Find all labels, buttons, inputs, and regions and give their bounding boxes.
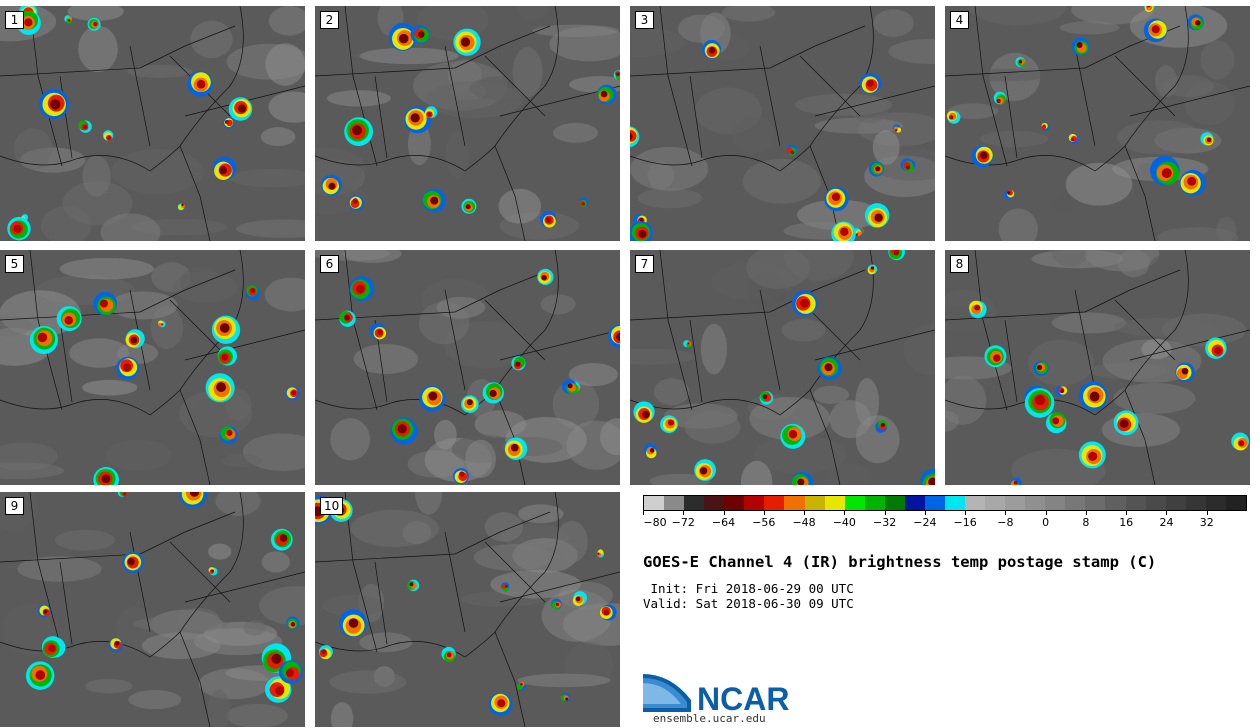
colorbar-tick-label: 8 bbox=[1082, 516, 1090, 529]
colorbar-tick-label: −64 bbox=[711, 516, 736, 529]
colorbar-tick-label: 32 bbox=[1199, 516, 1214, 529]
colorbar-swatch bbox=[904, 496, 925, 510]
colorbar-tick bbox=[1085, 511, 1087, 515]
colorbar-tick-label: −40 bbox=[832, 516, 856, 529]
panel-label: 2 bbox=[320, 11, 339, 29]
stamp-panel-7: 7 bbox=[630, 250, 935, 485]
panel-label: 3 bbox=[635, 11, 654, 29]
colorbar-swatch bbox=[664, 496, 685, 510]
stamp-panel-2: 2 bbox=[315, 6, 620, 241]
ir-satellite-map bbox=[0, 492, 305, 727]
colorbar-swatch bbox=[744, 496, 765, 510]
init-time: Init: Fri 2018-06-29 00 UTC bbox=[643, 581, 854, 596]
logo-url: ensemble.ucar.edu bbox=[653, 712, 766, 725]
stamp-panel-3: 3 bbox=[630, 6, 935, 241]
colorbar-swatch bbox=[1225, 496, 1246, 510]
panel-label: 1 bbox=[5, 11, 24, 29]
colorbar-swatch bbox=[1145, 496, 1166, 510]
colorbar-tick bbox=[884, 511, 886, 515]
stamp-panel-10: 10 bbox=[315, 492, 620, 727]
colorbar-swatch bbox=[965, 496, 986, 510]
panel-label: 5 bbox=[5, 255, 24, 273]
colorbar-tick-label: −8 bbox=[997, 516, 1014, 529]
colorbar-swatch bbox=[864, 496, 885, 510]
colorbar-swatch bbox=[824, 496, 845, 510]
panel-label: 6 bbox=[320, 255, 339, 273]
colorbar-swatch bbox=[1065, 496, 1086, 510]
colorbar-tick bbox=[1005, 511, 1007, 515]
stamp-panel-6: 6 bbox=[315, 250, 620, 485]
colorbar-tick bbox=[643, 511, 644, 515]
colorbar-swatch bbox=[1185, 496, 1206, 510]
figure-title: GOES-E Channel 4 (IR) brightness temp po… bbox=[643, 553, 1157, 571]
colorbar-swatch bbox=[764, 496, 785, 510]
panel-label: 4 bbox=[950, 11, 969, 29]
ir-satellite-map bbox=[315, 6, 620, 241]
ir-satellite-map bbox=[315, 492, 620, 727]
colorbar bbox=[643, 495, 1247, 511]
colorbar-swatch bbox=[1025, 496, 1046, 510]
colorbar-tick-label: −24 bbox=[913, 516, 937, 529]
ir-satellite-map bbox=[630, 250, 935, 485]
colorbar-tick bbox=[1206, 511, 1208, 515]
ir-satellite-map bbox=[315, 250, 620, 485]
colorbar-swatch bbox=[844, 496, 865, 510]
colorbar-swatch bbox=[1165, 496, 1186, 510]
ncar-logo: NCAR bbox=[643, 674, 789, 716]
stamp-panel-9: 9 bbox=[0, 492, 305, 727]
colorbar-tick bbox=[804, 511, 806, 515]
colorbar-swatch bbox=[684, 496, 705, 510]
stamp-panel-5: 5 bbox=[0, 250, 305, 485]
ir-satellite-map bbox=[630, 6, 935, 241]
ir-satellite-map bbox=[945, 6, 1250, 241]
colorbar-tick bbox=[924, 511, 926, 515]
colorbar-tick bbox=[1045, 511, 1047, 515]
ir-satellite-map bbox=[0, 250, 305, 485]
colorbar-tick-label: −48 bbox=[792, 516, 816, 529]
ncar-logo-text: NCAR bbox=[697, 681, 789, 716]
colorbar-tick bbox=[844, 511, 846, 515]
colorbar-swatch bbox=[784, 496, 805, 510]
colorbar-tick bbox=[1126, 511, 1128, 515]
colorbar-swatch bbox=[724, 496, 745, 510]
colorbar-tick bbox=[763, 511, 765, 515]
valid-time: Valid: Sat 2018-06-30 09 UTC bbox=[643, 596, 854, 611]
colorbar-tick-label: −56 bbox=[752, 516, 776, 529]
colorbar-swatch bbox=[1005, 496, 1026, 510]
colorbar-tick bbox=[1166, 511, 1168, 515]
ir-satellite-map bbox=[945, 250, 1250, 485]
colorbar-ticks: −80 −72 −64 −56 −48 −40 −32 −24 −16 −8 0 8 16 24 32 bbox=[643, 511, 1247, 531]
colorbar-swatch bbox=[804, 496, 825, 510]
colorbar-swatch bbox=[1205, 496, 1226, 510]
colorbar-swatch bbox=[644, 496, 665, 510]
colorbar-tick bbox=[683, 511, 685, 515]
stamp-panel-4: 4 bbox=[945, 6, 1250, 241]
colorbar-swatch bbox=[1125, 496, 1146, 510]
colorbar-tick-label: 0 bbox=[1042, 516, 1050, 529]
colorbar-tick-label: −72 bbox=[671, 516, 695, 529]
panel-label: 9 bbox=[5, 497, 24, 515]
colorbar-swatch bbox=[944, 496, 965, 510]
panel-label: 7 bbox=[635, 255, 654, 273]
colorbar-tick-label: 16 bbox=[1119, 516, 1134, 529]
colorbar-swatch bbox=[924, 496, 945, 510]
colorbar-swatch bbox=[985, 496, 1006, 510]
colorbar-swatch bbox=[1085, 496, 1106, 510]
colorbar-tick-label: 24 bbox=[1159, 516, 1174, 529]
colorbar-swatch bbox=[884, 496, 905, 510]
panel-label: 8 bbox=[950, 255, 969, 273]
stamp-panel-1: 1 bbox=[0, 6, 305, 241]
colorbar-tick-label: −16 bbox=[953, 516, 977, 529]
colorbar-tick-label: −32 bbox=[872, 516, 897, 529]
colorbar-tick bbox=[723, 511, 725, 515]
colorbar-swatch bbox=[1105, 496, 1126, 510]
stamp-panel-8: 8 bbox=[945, 250, 1250, 485]
colorbar-swatch bbox=[704, 496, 725, 510]
colorbar-tick bbox=[965, 511, 967, 515]
ir-satellite-map bbox=[0, 6, 305, 241]
panel-label: 10 bbox=[320, 497, 344, 515]
colorbar-tick-label: −80 bbox=[643, 516, 667, 529]
colorbar-swatch bbox=[1045, 496, 1066, 510]
